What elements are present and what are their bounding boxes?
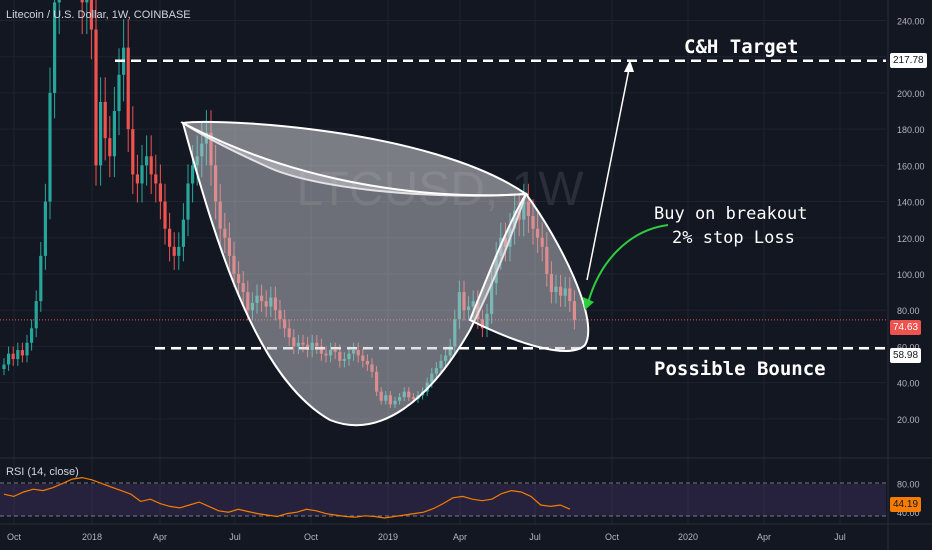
candle-body <box>30 328 34 343</box>
candle-body <box>112 111 116 157</box>
x-tick-label: 2019 <box>378 532 398 542</box>
candle-body <box>158 183 162 202</box>
y-tick-label: 240.00 <box>897 16 925 26</box>
candle-body <box>135 174 139 184</box>
x-tick-label: Oct <box>7 532 22 542</box>
x-tick-label: Oct <box>605 532 620 542</box>
candle-body <box>126 47 130 130</box>
candle-body <box>177 246 181 256</box>
candle-body <box>25 342 29 356</box>
candle-body <box>168 228 172 247</box>
y-tick-label: 140.00 <box>897 198 925 208</box>
candle-body <box>48 92 52 202</box>
candle-body <box>80 0 84 3</box>
cup-handle <box>468 192 590 352</box>
candle-body <box>89 0 93 30</box>
candle-body <box>163 201 167 229</box>
x-tick-label: Jul <box>229 532 241 542</box>
x-tick-label: 2020 <box>678 532 698 542</box>
candle-body <box>103 101 107 139</box>
y-tick-label: 200.00 <box>897 89 925 99</box>
y-tick-label: 40.00 <box>897 379 920 389</box>
rsi-tick-label: 80.00 <box>897 479 920 489</box>
candle-body <box>191 165 195 184</box>
y-tick-label: 180.00 <box>897 125 925 135</box>
candle-body <box>16 350 20 360</box>
y-tick-label: 60.00 <box>897 342 920 352</box>
candle-body <box>53 2 57 93</box>
candle-body <box>181 219 185 247</box>
candle-body <box>117 74 121 112</box>
candle-body <box>94 29 98 166</box>
candle-body <box>140 165 144 184</box>
y-tick-label: 80.00 <box>897 306 920 316</box>
rsi-line <box>3 476 571 519</box>
candle-body <box>57 0 61 3</box>
candle-body <box>131 129 135 175</box>
y-tick-label: 120.00 <box>897 234 925 244</box>
candle-body <box>2 364 6 370</box>
x-tick-label: Jul <box>529 532 541 542</box>
x-tick-label: Jul <box>834 532 846 542</box>
rsi-last-badge: 44.19 <box>890 497 922 512</box>
breakout-arrow-head <box>583 297 594 310</box>
x-tick-label: Apr <box>153 532 167 542</box>
candle-body <box>39 255 43 302</box>
breakout-arrow-line <box>587 224 669 304</box>
candle-body <box>145 156 149 166</box>
x-tick-label: Oct <box>304 532 319 542</box>
level-badge-target: 217.78 <box>890 53 927 68</box>
buy-annotation-line2: 2% stop Loss <box>672 228 795 248</box>
y-tick-label: 20.00 <box>897 415 920 425</box>
bounce-annotation: Possible Bounce <box>654 358 826 380</box>
x-tick-label: Apr <box>757 532 771 542</box>
target-annotation: C&H Target <box>684 36 799 58</box>
candle-body <box>20 350 24 356</box>
buy-annotation-line1: Buy on breakout <box>654 204 808 224</box>
candle-body <box>99 101 103 166</box>
x-tick-label: 2018 <box>82 532 102 542</box>
cup-bowl <box>181 121 528 427</box>
candle-body <box>11 353 15 360</box>
level-badge-price: 74.63 <box>890 320 922 335</box>
candle-body <box>43 201 47 256</box>
x-tick-label: Apr <box>453 532 467 542</box>
candle-body <box>172 246 176 256</box>
rsi-band <box>0 484 886 516</box>
candle-body <box>149 156 153 175</box>
target-arrow-line <box>586 63 631 281</box>
candle-body <box>85 0 89 3</box>
candle-body <box>7 353 11 365</box>
rsi-tick-label: 40.00 <box>897 508 920 518</box>
candle-body <box>154 174 158 184</box>
level-badge-bounce: 58.98 <box>890 348 922 363</box>
candle-body <box>186 183 190 220</box>
target-arrow-head <box>624 60 634 72</box>
candle-body <box>34 301 38 329</box>
y-tick-label: 160.00 <box>897 161 925 171</box>
candle-body <box>108 138 112 157</box>
rsi-label: RSI (14, close) <box>6 466 79 478</box>
chart-title: Litecoin / U.S. Dollar, 1W, COINBASE <box>6 9 191 21</box>
y-tick-label: 100.00 <box>897 270 925 280</box>
